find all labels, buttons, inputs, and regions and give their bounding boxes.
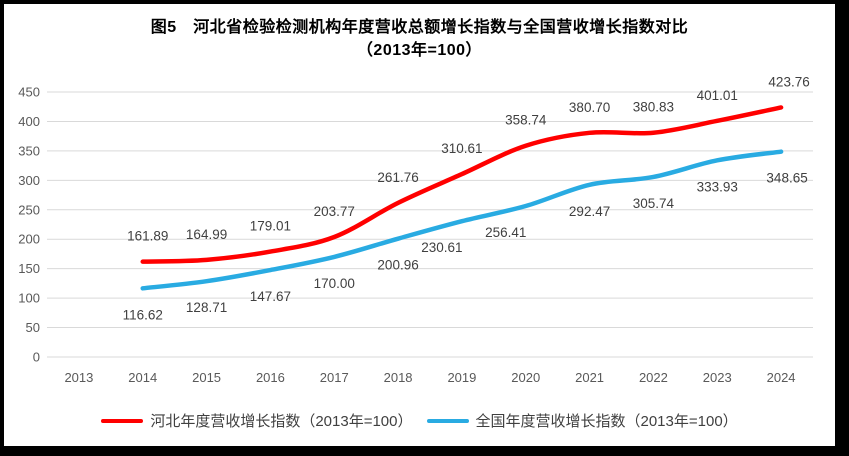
data-label: 179.01 (250, 219, 291, 234)
legend-swatch-hebei-line (101, 418, 144, 423)
data-label: 161.89 (127, 229, 168, 244)
data-label: 170.00 (314, 276, 355, 291)
x-tick-label: 2013 (64, 370, 93, 385)
x-tick-label: 2017 (320, 370, 349, 385)
x-tick-label: 2024 (767, 370, 796, 385)
x-tick-label: 2014 (128, 370, 157, 385)
chart-title-line2: （2013年=100） (356, 42, 483, 59)
legend-item-national: 全国年度营收增长指数（2013年=100） (426, 410, 738, 431)
data-label: 147.67 (250, 289, 291, 304)
x-tick-label: 2015 (192, 370, 221, 385)
data-label: 292.47 (569, 204, 610, 219)
data-label: 116.62 (123, 307, 163, 322)
x-tick-label: 2019 (447, 370, 476, 385)
y-tick-label: 100 (18, 291, 40, 306)
data-label: 358.74 (505, 113, 547, 128)
chart-title-line1: 图5 河北省检验检测机构年度营收总额增长指数与全国营收增长指数对比 (150, 19, 689, 36)
legend: 河北年度营收增长指数（2013年=100） 全国年度营收增长指数（2013年=1… (4, 410, 835, 431)
data-label: 333.93 (697, 179, 738, 194)
x-tick-label: 2016 (256, 370, 285, 385)
data-label: 261.76 (377, 170, 418, 185)
chart-canvas: 图5 河北省检验检测机构年度营收总额增长指数与全国营收增长指数对比 （2013年… (4, 4, 835, 446)
data-label: 256.41 (485, 225, 526, 240)
x-tick-label: 2021 (575, 370, 604, 385)
y-tick-label: 200 (18, 232, 40, 247)
x-tick-label: 2020 (511, 370, 540, 385)
data-label: 305.74 (633, 196, 675, 211)
data-label: 310.61 (441, 141, 482, 156)
y-tick-label: 350 (18, 143, 40, 158)
y-tick-label: 300 (18, 173, 40, 188)
data-label: 380.83 (633, 100, 674, 115)
line-plot: 0 50 100 150 200 250 300 350 400 450 2013 2014 2015 2… (18, 74, 813, 385)
x-tick-label: 2018 (384, 370, 413, 385)
data-label: 401.01 (697, 88, 738, 103)
legend-item-hebei: 河北年度营收增长指数（2013年=100） (101, 410, 413, 431)
data-label: 348.65 (766, 171, 807, 186)
data-label: 200.96 (377, 258, 418, 273)
chart-title: 图5 河北省检验检测机构年度营收总额增长指数与全国营收增长指数对比 （2013年… (4, 16, 835, 62)
y-tick-label: 0 (33, 350, 40, 365)
legend-label-hebei: 河北年度营收增长指数（2013年=100） (150, 413, 413, 430)
legend-label-national: 全国年度营收增长指数（2013年=100） (475, 413, 738, 430)
data-label: 164.99 (186, 227, 227, 242)
x-tick-label: 2022 (639, 370, 668, 385)
y-tick-label: 50 (26, 320, 40, 335)
data-label: 230.61 (421, 240, 462, 255)
series-line-national (140, 149, 784, 291)
legend-swatch-national-line (426, 418, 469, 423)
y-tick-label: 150 (18, 261, 40, 276)
series-line-hebei (140, 105, 784, 264)
y-tick-label: 250 (18, 202, 40, 217)
data-label: 380.70 (569, 100, 610, 115)
data-label: 128.71 (186, 300, 227, 315)
y-tick-label: 400 (18, 114, 40, 129)
data-label: 423.76 (768, 74, 809, 89)
x-tick-label: 2023 (703, 370, 732, 385)
y-tick-label: 450 (18, 85, 40, 100)
data-label: 203.77 (314, 204, 355, 219)
